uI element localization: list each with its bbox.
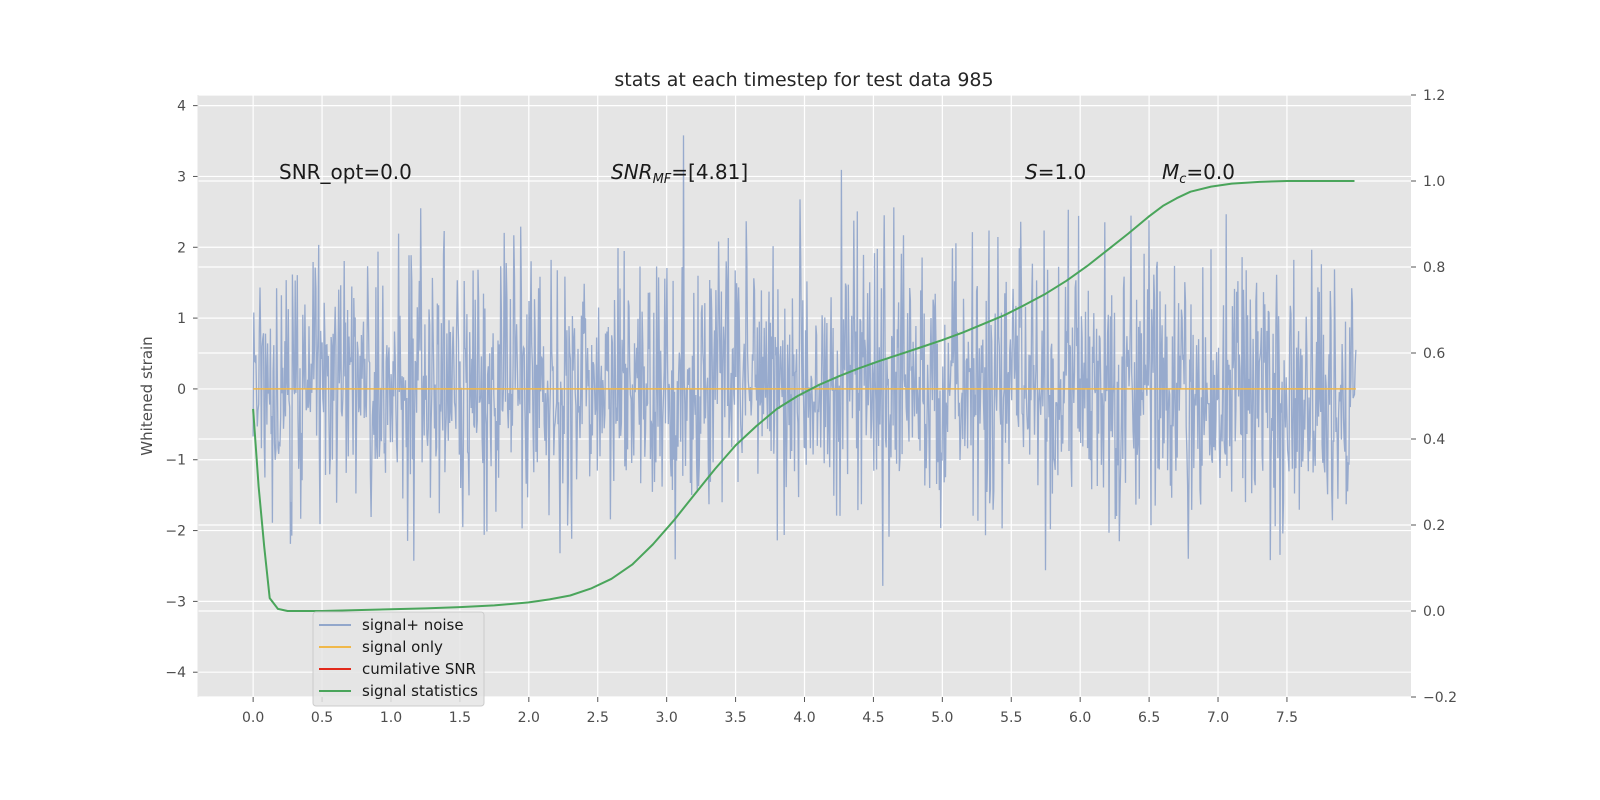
series-line-signal-statistics	[252, 180, 1355, 612]
x-tick-label: 2.0	[518, 710, 540, 726]
x-tick-label: 4.0	[793, 710, 815, 726]
x-tick-label: 3.5	[724, 710, 746, 726]
y-tick-label: 2	[177, 240, 186, 256]
y-axis-label: Whitened strain	[138, 336, 156, 455]
snr-opt-annotation: SNR_opt=0.0	[279, 160, 412, 184]
x-tick-label: 5.0	[931, 710, 953, 726]
y2-tick-label: 0.2	[1423, 518, 1445, 534]
y-tick-label: −3	[165, 594, 186, 610]
y2-tick-label: 1.2	[1423, 88, 1445, 104]
y2-tick-label: 1.0	[1423, 174, 1445, 190]
y-tick-label: 3	[177, 169, 186, 185]
x-tick-label: 7.5	[1276, 710, 1298, 726]
series-lines	[252, 180, 1356, 612]
x-tick-label: 6.5	[1138, 710, 1160, 726]
axes: 0.0 0.5 1.0 1.5 2.0 2.5 3.0 3.5 4.0 4.5 5.0 5.5 6.0 6…	[165, 88, 1457, 726]
legend: signal+ noise signal only cumilative SNR si…	[312, 611, 485, 707]
s-annotation: S=1.0	[1025, 160, 1086, 184]
series-line-signal-plus-noise	[252, 135, 1357, 586]
mc-annotation: Mc=0.0	[1162, 160, 1235, 187]
y2-tick-label: 0.8	[1423, 260, 1445, 276]
x-tick-label: 1.0	[380, 710, 402, 726]
x-tick-label: 4.5	[862, 710, 884, 726]
x-tick-label: 3.0	[656, 710, 678, 726]
legend-label: cumilative SNR	[362, 660, 476, 678]
y-tick-label: 1	[177, 311, 186, 327]
x-tick-label: 6.0	[1069, 710, 1091, 726]
chart-title: stats at each timestep for test data 985	[614, 69, 993, 91]
y2-tick-label: 0.4	[1423, 432, 1445, 448]
y-tick-label: −1	[165, 453, 186, 469]
snr-mf-annotation: SNRMF=[4.81]	[611, 160, 748, 187]
y2-tick-label: 0.6	[1423, 346, 1445, 362]
legend-label: signal+ noise	[362, 616, 464, 634]
x-tick-label: 7.0	[1207, 710, 1229, 726]
x-tick-label: 0.5	[311, 710, 333, 726]
x-tick-label: 0.0	[242, 710, 264, 726]
series-signal-plus-noise	[252, 135, 1357, 586]
y-tick-label: 0	[177, 382, 186, 398]
y-tick-label: −2	[165, 524, 186, 540]
x-tick-label: 1.5	[449, 710, 471, 726]
y-tick-label: 4	[177, 99, 186, 115]
y2-tick-label: −0.2	[1423, 690, 1457, 706]
x-tick-label: 5.5	[1000, 710, 1022, 726]
grid-lines	[198, 94, 1411, 698]
x-tick-label: 2.5	[587, 710, 609, 726]
legend-box	[312, 611, 485, 707]
legend-label: signal statistics	[362, 682, 478, 700]
y2-tick-label: 0.0	[1423, 604, 1445, 620]
y-tick-label: −4	[165, 665, 186, 681]
annotations: SNR_opt=0.0 SNRMF=[4.81] S=1.0 Mc=0.0	[279, 160, 1235, 187]
legend-label: signal only	[362, 638, 443, 656]
